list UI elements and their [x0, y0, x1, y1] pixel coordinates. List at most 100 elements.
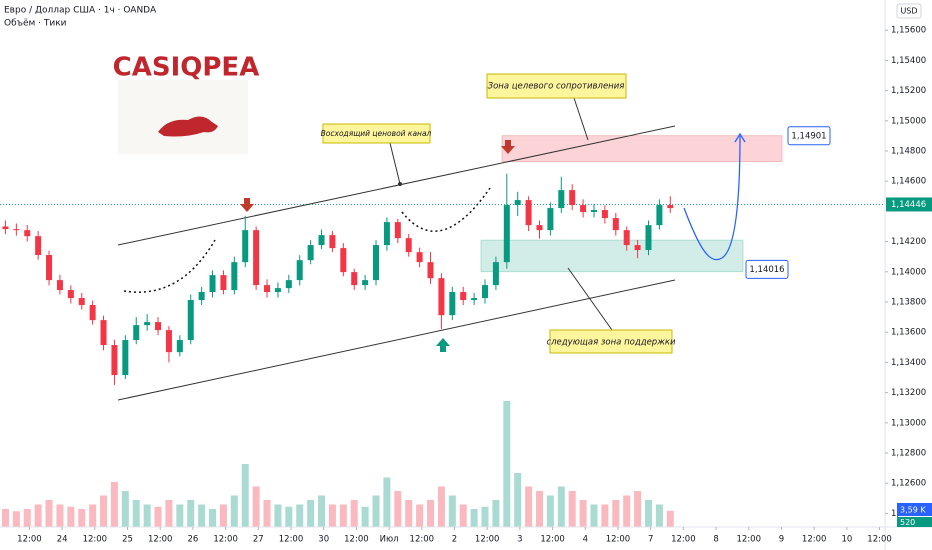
candle-body: [623, 230, 630, 246]
candle-body: [253, 230, 260, 286]
x-tick-label: 12:00: [148, 535, 173, 545]
callout-text: Зона целевого сопротивления: [488, 82, 625, 92]
volume-bar: [448, 495, 456, 527]
candle-body: [482, 285, 489, 299]
volume-bar: [470, 509, 478, 527]
candle-body: [78, 298, 85, 306]
candle-body: [536, 225, 543, 231]
volume-bar: [307, 500, 315, 527]
volume-bar: [121, 491, 129, 527]
candle-body: [122, 340, 129, 376]
volume-bar: [100, 495, 108, 527]
y-tick-label: 1,15600: [891, 26, 926, 36]
candle-body: [383, 222, 390, 246]
volume-bar: [89, 504, 97, 527]
candle-body: [274, 288, 281, 293]
x-tick-label: 8: [713, 535, 718, 545]
y-tick-label: 1,13000: [891, 418, 926, 428]
candle-body: [471, 298, 478, 301]
callout: [322, 123, 431, 144]
x-tick-label: 12:00: [17, 535, 42, 545]
leader: [389, 142, 401, 185]
candle-body: [634, 245, 641, 251]
volume-bar: [644, 500, 652, 527]
candle-body: [351, 272, 358, 286]
x-tick-label: 25: [122, 535, 133, 545]
volume-bar: [165, 500, 173, 527]
target-label: 1,14901: [791, 131, 826, 141]
volume-bar: [176, 504, 184, 527]
candle-body: [296, 260, 303, 281]
volume-bar: [132, 500, 140, 527]
x-tick-label: 12:00: [867, 535, 892, 545]
volume-bar: [405, 500, 413, 527]
volume-bar: [143, 504, 151, 527]
y-tick-label: 1,14200: [891, 237, 926, 247]
x-tick-label: 12:00: [737, 535, 762, 545]
candle-body: [155, 322, 162, 331]
y-tick-label: 1,14600: [891, 177, 926, 187]
candle-body: [231, 262, 238, 291]
candle-body: [601, 210, 608, 219]
last-price-badge: [886, 197, 932, 212]
candle-body: [187, 300, 194, 341]
volume-bar: [23, 509, 31, 527]
volume-bar: [198, 504, 206, 527]
candle-body: [56, 280, 63, 291]
volume-bar: [318, 495, 326, 527]
candle-body: [405, 238, 412, 253]
candle-body: [100, 320, 107, 346]
volume-bar: [601, 504, 609, 527]
target-label: 1,14016: [749, 265, 784, 275]
y-tick-label: 1,14000: [891, 267, 926, 277]
volume-bar: [557, 486, 565, 527]
candle-body: [24, 230, 31, 237]
candle-body: [242, 230, 249, 263]
volume-bar: [12, 511, 20, 527]
arrow-down: [501, 140, 515, 154]
callout: [486, 73, 627, 99]
candle-body: [438, 278, 445, 316]
target-box: [787, 126, 831, 146]
candle-body: [492, 262, 499, 286]
volume-bar: [459, 504, 467, 527]
candle-body: [340, 248, 347, 273]
volume-bar: [623, 495, 631, 527]
currency: USD: [900, 7, 917, 16]
x-tick-label: 12:00: [279, 535, 304, 545]
volume-bar: [67, 506, 75, 527]
indicator: Объём · Тики: [4, 19, 67, 29]
candle-body: [590, 210, 597, 213]
volume-bar: [503, 401, 511, 527]
candle-body: [209, 275, 216, 293]
target-box: [745, 259, 789, 279]
callout-text: Восходящий ценовой канал: [321, 129, 432, 138]
volume-bar: [492, 500, 500, 527]
volume-bar: [666, 510, 674, 527]
support-zone: [480, 239, 744, 273]
volume-bar: [634, 491, 642, 527]
x-tick-label: 12:00: [213, 535, 238, 545]
channel-upper: [117, 125, 676, 246]
candle-body: [580, 205, 587, 213]
ma-badge: [897, 517, 932, 527]
volume-bar: [154, 506, 162, 527]
resistance-zone: [501, 135, 783, 162]
candle-body: [612, 218, 619, 231]
x-tick-label: 26: [187, 535, 198, 545]
volume-bar: [437, 486, 445, 527]
callout: [549, 329, 673, 354]
arrow-down: [240, 198, 254, 212]
leader: [573, 97, 589, 141]
volume-bar: [612, 500, 620, 527]
y-tick-label: 1,12600: [891, 479, 926, 489]
x-tick-label: 24: [57, 535, 68, 545]
logo-car: [158, 116, 218, 137]
x-tick-label: 12:00: [83, 535, 108, 545]
zones: [0, 135, 885, 273]
y-tick-label: 1,15000: [891, 116, 926, 126]
symbol: Евро / Доллар США · 1ч · OANDA: [4, 6, 157, 16]
volume-bar: [339, 504, 347, 527]
candle-body: [264, 285, 271, 293]
